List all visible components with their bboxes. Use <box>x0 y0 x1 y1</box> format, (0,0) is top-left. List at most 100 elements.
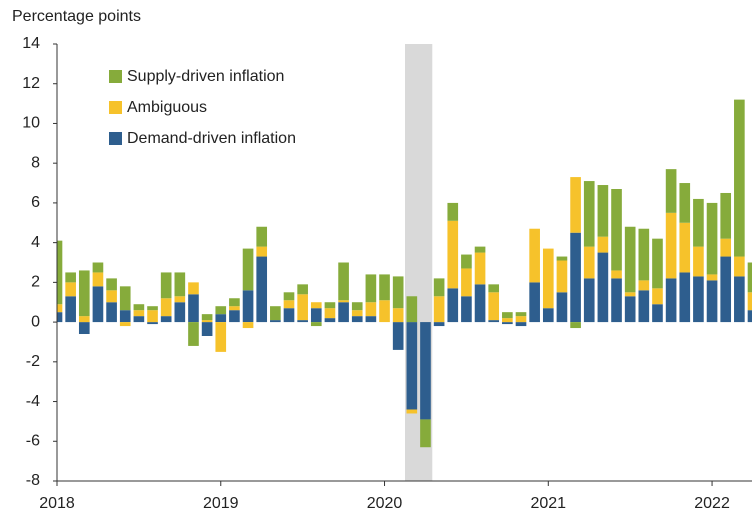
bar-segment <box>338 302 349 323</box>
bar-segment <box>474 252 486 285</box>
bar-segment <box>351 310 363 317</box>
bar-segment <box>570 322 581 329</box>
bar-segment <box>65 296 76 323</box>
bar-segment <box>242 290 254 323</box>
bar-segment <box>734 256 745 277</box>
bar-segment <box>119 310 131 323</box>
y-tick-label: 4 <box>31 234 40 251</box>
bar-segment <box>461 254 472 269</box>
bar-segment <box>160 316 172 323</box>
bar-segment <box>693 276 704 323</box>
bar-segment <box>474 246 486 253</box>
bar-segment <box>488 320 500 323</box>
bar-segment <box>652 288 663 305</box>
bar-segment <box>706 280 718 323</box>
x-tick-label: 2018 <box>39 495 75 512</box>
bar-segment <box>92 272 104 287</box>
y-tick-label: 14 <box>22 35 40 52</box>
bar-segment <box>57 240 63 305</box>
bar-segment <box>188 322 199 346</box>
bar-segment <box>488 284 500 293</box>
bar-segment <box>270 306 281 321</box>
bar-segment <box>174 302 186 323</box>
bar-segment <box>747 262 752 293</box>
bar-segment <box>542 308 554 323</box>
bar-segment <box>515 316 527 323</box>
legend-swatch <box>109 101 122 114</box>
bar-segment <box>693 198 704 247</box>
bar-segment <box>215 322 227 352</box>
bar-segment <box>638 280 650 291</box>
x-tick-label: 2021 <box>530 495 566 512</box>
bar-segment <box>665 169 677 213</box>
bar-segment <box>215 314 227 323</box>
bar-segment <box>242 248 254 291</box>
bar-segment <box>679 222 691 273</box>
bar-segment <box>461 268 472 297</box>
bar-segment <box>379 274 390 301</box>
bar-segment <box>106 290 117 303</box>
y-tick-label: -2 <box>26 353 40 370</box>
legend-swatch <box>109 70 122 83</box>
bar-segment <box>392 308 404 323</box>
bar-segment <box>310 302 322 309</box>
bar-segment <box>693 246 704 277</box>
bar-segment <box>229 306 240 311</box>
bar-segment <box>406 409 418 414</box>
bar-segment <box>201 314 213 321</box>
bar-segment <box>406 322 418 410</box>
bar-segment <box>433 322 445 327</box>
bar-segment <box>556 292 568 323</box>
bar-segment <box>201 322 213 336</box>
bar-segment <box>652 238 663 289</box>
bar-segment <box>447 288 459 323</box>
bar-segment <box>324 318 336 323</box>
x-tick-label: 2022 <box>694 495 730 512</box>
bar-segment <box>433 278 445 297</box>
bar-segment <box>720 192 732 239</box>
legend-swatch <box>109 132 122 145</box>
bar-segment <box>706 202 718 275</box>
bar-segment <box>515 322 527 327</box>
bar-segment <box>351 302 363 311</box>
bar-segment <box>174 272 186 297</box>
legend-label: Supply-driven inflation <box>127 68 284 85</box>
bar-segment <box>338 300 349 303</box>
bar-segment <box>242 322 254 329</box>
y-tick-label: -8 <box>26 472 40 489</box>
bar-segment <box>720 256 732 323</box>
x-tick-label: 2019 <box>203 495 239 512</box>
bar-segment <box>638 228 650 281</box>
bar-segment <box>270 320 281 323</box>
bar-segment <box>119 286 131 311</box>
bar-segment <box>720 238 732 257</box>
bar-segment <box>734 99 745 257</box>
bar-segment <box>310 308 322 323</box>
bar-segment <box>502 322 513 325</box>
y-tick-label: 12 <box>22 75 40 92</box>
bar-segment <box>447 220 459 289</box>
bar-segment <box>379 300 390 323</box>
bar-segment <box>665 212 677 279</box>
bar-segment <box>638 290 650 323</box>
bar-segment <box>583 181 595 247</box>
bar-segment <box>147 310 158 323</box>
bar-segment <box>215 306 227 315</box>
y-axis-label: Percentage points <box>12 8 141 25</box>
bar-segment <box>160 298 172 317</box>
bar-segment <box>570 177 581 233</box>
bar-segment <box>65 282 76 297</box>
bar-segment <box>188 294 199 323</box>
bar-segment <box>734 276 745 323</box>
bar-segment <box>392 322 404 350</box>
bar-segment <box>529 228 540 283</box>
bar-segment <box>679 183 691 223</box>
bar-segment <box>324 308 336 319</box>
bar-segment <box>256 256 268 323</box>
bar-segment <box>297 320 308 323</box>
bar-segment <box>133 310 145 317</box>
bar-segment <box>624 226 636 293</box>
y-tick-label: -6 <box>26 432 40 449</box>
bar-segment <box>679 272 691 323</box>
